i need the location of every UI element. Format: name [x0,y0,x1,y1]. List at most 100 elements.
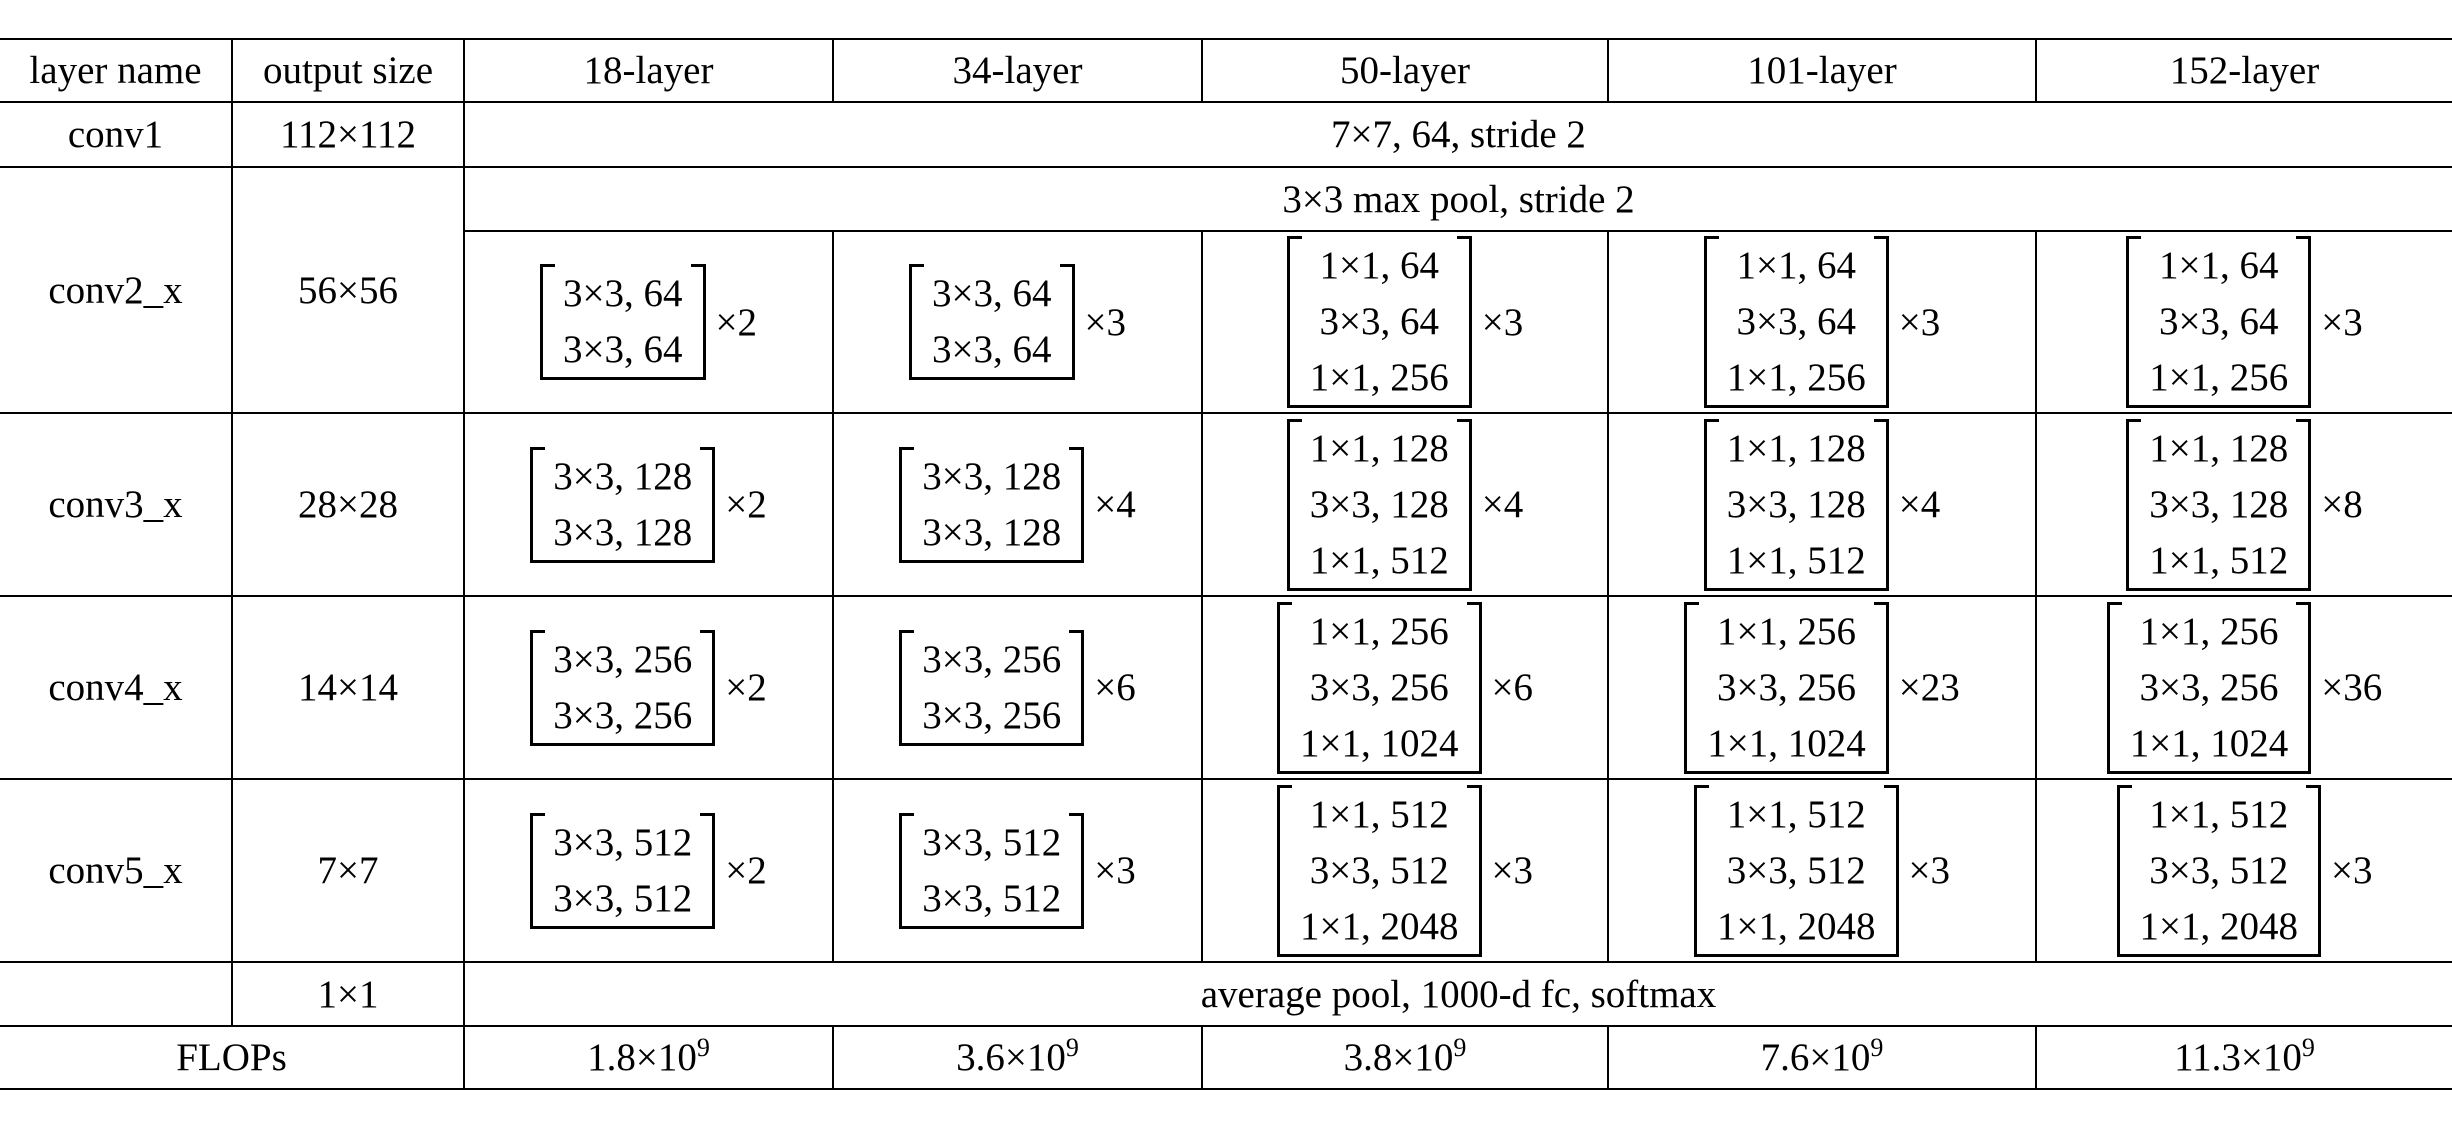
block-layer-spec: 1×1, 256 [1309,356,1449,399]
block-cell-conv2_x-50-layer: 1×1, 64 3×3, 64 1×1, 256 ×3 [1202,231,1609,414]
block-cell-conv3_x-152-layer: 1×1, 128 3×3, 128 1×1, 512 ×8 [2036,413,2452,597]
block-layer-spec: 3×3, 128 [2149,482,2289,526]
block-bracket: 1×1, 512 3×3, 512 1×1, 2048 [1277,783,1482,958]
stage-output-conv4_x: 14×14 [232,596,465,780]
residual-block: 3×3, 128 3×3, 128 ×4 [899,445,1136,564]
block-cell-conv2_x-101-layer: 1×1, 64 3×3, 64 1×1, 256 ×3 [1608,231,2037,414]
block-layer-spec: 1×1, 128 [1726,426,1866,470]
block-bracket: 1×1, 512 3×3, 512 1×1, 2048 [1694,783,1899,958]
block-layer-spec: 1×1, 64 [1736,244,1857,287]
residual-block: 3×3, 64 3×3, 64 ×3 [909,263,1127,381]
residual-block: 1×1, 512 3×3, 512 1×1, 2048 ×3 [2116,783,2373,958]
block-layer-spec: 3×3, 64 [1319,300,1440,343]
block-layer-spec: 1×1, 128 [2149,426,2289,470]
block-layer-spec: 1×1, 512 [1309,792,1449,836]
block-bracket: 1×1, 64 3×3, 64 1×1, 256 [1286,235,1472,409]
conv1-output-size: 112×112 [232,102,465,168]
block-repeat-count: ×4 [1481,483,1524,526]
stage-name-conv5_x: conv5_x [0,779,233,963]
maxpool-row: conv2_x 56×56 3×3 max pool, stride 2 [0,167,2452,414]
residual-block: 1×1, 128 3×3, 128 1×1, 512 ×4 [1703,417,1941,592]
residual-block: 3×3, 512 3×3, 512 ×3 [899,811,1136,930]
block-layer-spec: 3×3, 256 [553,637,693,681]
block-bracket: 1×1, 512 3×3, 512 1×1, 2048 [2116,783,2321,958]
flops-value-101-layer: 7.6×109 [1608,1026,2037,1090]
flops-mantissa: 1.8×10 [587,1036,697,1079]
residual-block: 1×1, 512 3×3, 512 1×1, 2048 ×3 [1277,783,1534,958]
block-layer-spec: 1×1, 1024 [2129,721,2289,765]
residual-block: 3×3, 512 3×3, 512 ×2 [530,811,767,930]
flops-exponent: 9 [1453,1033,1467,1062]
block-layer-spec: 1×1, 512 [2149,538,2289,582]
block-layer-spec: 1×1, 2048 [2139,904,2299,948]
block-cell-conv4_x-152-layer: 1×1, 256 3×3, 256 1×1, 1024 ×36 [2036,596,2452,780]
block-cell-conv3_x-101-layer: 1×1, 128 3×3, 128 1×1, 512 ×4 [1608,413,2037,597]
block-layer-spec: 1×1, 512 [1309,538,1449,582]
block-bracket: 1×1, 256 3×3, 256 1×1, 1024 [1277,600,1482,775]
block-layer-spec: 3×3, 128 [553,454,693,498]
block-repeat-count: ×4 [1898,483,1941,526]
block-bracket: 1×1, 64 3×3, 64 1×1, 256 [2126,235,2312,409]
flops-value-18-layer: 1.8×109 [464,1026,834,1090]
block-layer-spec: 3×3, 512 [553,820,693,864]
block-repeat-count: ×6 [1094,666,1136,709]
flops-value-50-layer: 3.8×109 [1202,1026,1609,1090]
residual-block: 1×1, 256 3×3, 256 1×1, 1024 ×6 [1277,600,1533,775]
residual-block: 1×1, 128 3×3, 128 1×1, 512 ×4 [1286,417,1524,592]
header-18-layer: 18-layer [464,38,834,103]
block-cell-conv5_x-101-layer: 1×1, 512 3×3, 512 1×1, 2048 ×3 [1608,779,2037,963]
resnet-architecture-table: layer name output size 18-layer 34-layer… [0,38,2452,1090]
residual-block: 3×3, 256 3×3, 256 ×2 [530,628,767,747]
block-bracket: 3×3, 64 3×3, 64 [909,263,1075,381]
residual-block: 1×1, 512 3×3, 512 1×1, 2048 ×3 [1694,783,1950,958]
block-bracket: 3×3, 128 3×3, 128 [530,445,716,564]
block-layer-spec: 3×3, 128 [1726,482,1866,526]
stage-row-conv4_x: conv4_x 14×14 3×3, 256 3×3, 256 ×2 3×3, 256… [0,596,2452,780]
final-row: 1×1 average pool, 1000-d fc, softmax [0,962,2452,1027]
stage-output-conv3_x: 28×28 [232,413,465,597]
flops-exponent: 9 [1065,1033,1079,1062]
block-layer-spec: 3×3, 256 [2139,665,2279,709]
residual-block: 1×1, 256 3×3, 256 1×1, 1024 ×36 [2106,600,2383,775]
block-layer-spec: 3×3, 64 [563,328,683,371]
block-repeat-count: ×3 [1491,849,1534,892]
flops-label: FLOPs [0,1026,465,1090]
final-name [0,962,233,1027]
flops-value-34-layer: 3.6×109 [833,1026,1203,1090]
block-repeat-count: ×36 [2321,666,2383,709]
residual-block: 3×3, 256 3×3, 256 ×6 [899,628,1136,747]
block-layer-spec: 3×3, 128 [1309,482,1449,526]
header-layer-name: layer name [0,38,233,103]
header-row: layer name output size 18-layer 34-layer… [0,38,2452,103]
stage-name-conv2_x: conv2_x [0,167,233,414]
block-layer-spec: 3×3, 256 [1309,665,1449,709]
block-layer-spec: 1×1, 1024 [1300,721,1459,765]
block-cell-conv2_x-34-layer: 3×3, 64 3×3, 64 ×3 [833,231,1203,414]
block-repeat-count: ×2 [725,483,767,526]
block-cell-conv5_x-152-layer: 1×1, 512 3×3, 512 1×1, 2048 ×3 [2036,779,2452,963]
block-layer-spec: 3×3, 512 [2149,848,2289,892]
flops-exponent: 9 [2301,1033,2315,1062]
block-repeat-count: ×3 [1084,300,1127,344]
header-50-layer: 50-layer [1202,38,1609,103]
block-layer-spec: 3×3, 512 [922,820,1062,864]
header-output-size: output size [232,38,465,103]
flops-exponent: 9 [1870,1033,1884,1062]
block-repeat-count: ×2 [725,849,767,892]
block-cell-conv3_x-50-layer: 1×1, 128 3×3, 128 1×1, 512 ×4 [1202,413,1609,597]
block-layer-spec: 1×1, 256 [1309,609,1449,653]
block-repeat-count: ×23 [1898,666,1960,709]
resnet-architecture-table-wrapper: layer name output size 18-layer 34-layer… [0,38,2452,1090]
block-layer-spec: 3×3, 128 [922,454,1062,498]
block-cell-conv5_x-34-layer: 3×3, 512 3×3, 512 ×3 [833,779,1203,963]
conv1-name: conv1 [0,102,233,168]
block-layer-spec: 3×3, 128 [553,510,693,554]
block-layer-spec: 3×3, 256 [1717,665,1856,709]
block-repeat-count: ×4 [1094,483,1136,526]
block-cell-conv3_x-34-layer: 3×3, 128 3×3, 128 ×4 [833,413,1203,597]
block-layer-spec: 1×1, 256 [1717,609,1856,653]
block-layer-spec: 1×1, 64 [2159,244,2279,287]
block-repeat-count: ×3 [1094,849,1136,892]
residual-block: 1×1, 64 3×3, 64 1×1, 256 ×3 [2126,235,2363,409]
block-layer-spec: 3×3, 256 [922,637,1062,681]
